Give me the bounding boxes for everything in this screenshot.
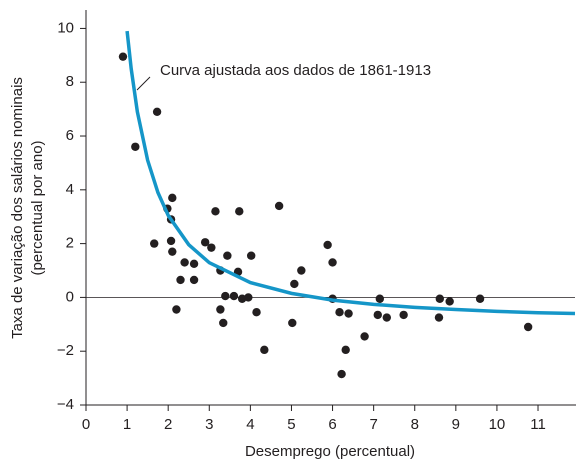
y-tick-label: 2 [66, 235, 74, 252]
annotation-leader [136, 76, 151, 91]
y-axis-label: (percentual por ano) [29, 140, 46, 275]
y-tick-label: 6 [66, 127, 74, 144]
x-tick-label: 4 [246, 416, 254, 433]
point [118, 52, 128, 61]
point [166, 236, 176, 246]
x-axis-label: Desemprego (percentual) [245, 443, 415, 460]
point [200, 238, 210, 247]
fitted-curve [125, 30, 576, 316]
point [399, 310, 408, 320]
point [229, 291, 239, 301]
point [168, 247, 177, 256]
point [189, 259, 199, 268]
point [246, 251, 256, 260]
point [445, 297, 454, 306]
point [211, 207, 220, 216]
point [221, 291, 230, 301]
x-tick-label: 2 [164, 416, 172, 433]
point [434, 313, 444, 322]
y-tick-label: 10 [57, 19, 74, 36]
point [176, 275, 185, 285]
y-tick-label: −4 [57, 396, 74, 413]
point [523, 322, 533, 332]
point [344, 309, 353, 318]
point [328, 258, 337, 267]
point [297, 266, 306, 275]
x-tick-label: 11 [530, 416, 546, 433]
point [168, 193, 177, 203]
annotation: Curva ajustada aos dados de 1861-1913 [160, 62, 431, 79]
x-tick-label: 1 [123, 416, 131, 433]
point [435, 294, 445, 303]
y-tick-label: 8 [66, 73, 74, 90]
point [152, 107, 162, 117]
x-tick-label: 9 [452, 416, 460, 433]
x-tick-label: 5 [287, 416, 295, 433]
x-tick-label: 7 [369, 416, 377, 433]
x-tick-label: 0 [82, 416, 90, 433]
point [335, 308, 344, 317]
point [252, 308, 261, 317]
point [475, 294, 485, 303]
point [235, 207, 244, 216]
point [244, 293, 253, 302]
y-tick-label: −2 [57, 342, 74, 359]
x-tick-label: 6 [328, 416, 336, 433]
point [131, 142, 140, 151]
point [260, 345, 269, 355]
point [290, 279, 299, 289]
x-tick-label: 8 [411, 416, 419, 433]
y-axis-label: Taxa de variação dos salários nominais [9, 77, 26, 339]
point [323, 240, 332, 250]
point [189, 275, 199, 285]
point [382, 313, 391, 322]
point [207, 243, 216, 252]
point [223, 251, 232, 260]
point [288, 318, 297, 328]
point [219, 318, 228, 328]
point [180, 258, 189, 267]
point [360, 332, 369, 341]
x-tick-label: 3 [205, 416, 213, 433]
point [375, 294, 385, 303]
point [274, 201, 284, 211]
y-tick-label: 0 [66, 288, 74, 305]
point [337, 369, 346, 379]
point [150, 239, 159, 248]
point [373, 310, 382, 320]
y-tick-label: 4 [66, 181, 74, 198]
x-tick-label: 10 [489, 416, 506, 433]
point [172, 305, 181, 314]
point [341, 345, 350, 355]
point [216, 305, 225, 314]
